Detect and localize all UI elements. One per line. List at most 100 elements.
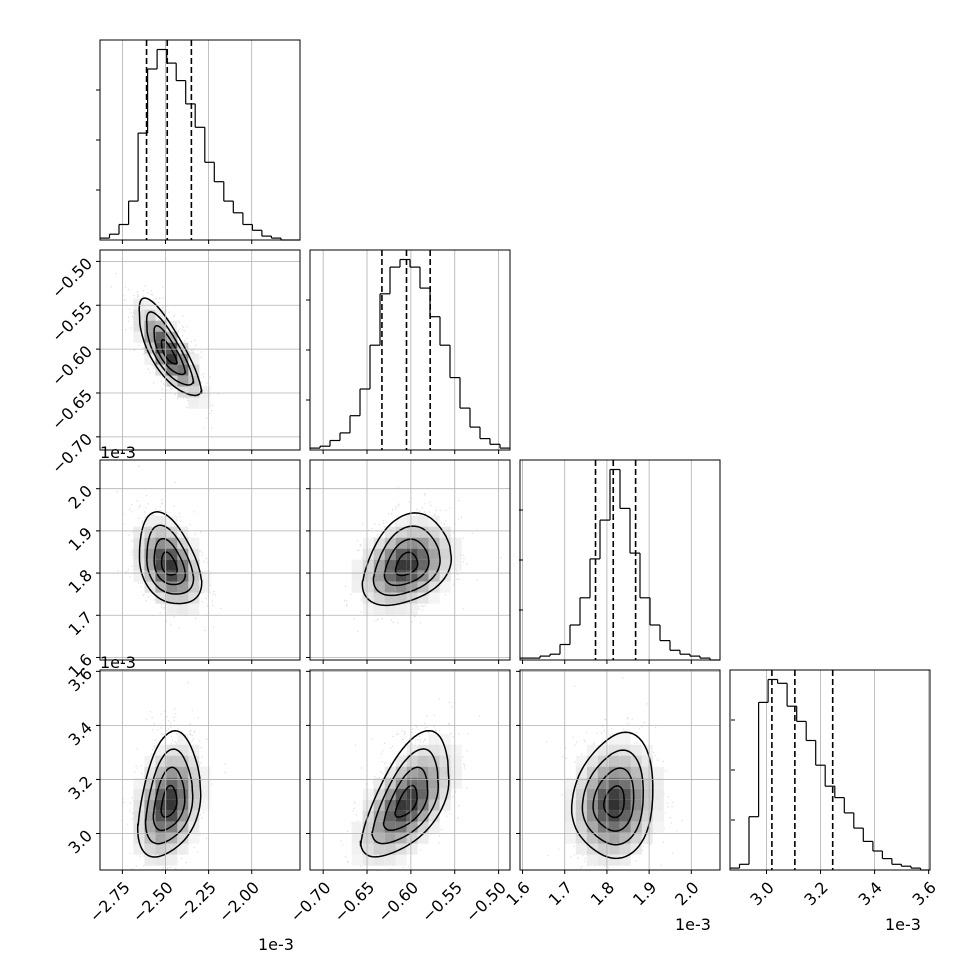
- scatter-panel-4-3-density-cell: [619, 777, 631, 789]
- scatter-panel-2-1-contour-4: [138, 297, 203, 397]
- scatter-panel-4-2-density-cell: [373, 777, 385, 789]
- scatter-panel-3-1-density-cell: [177, 603, 189, 615]
- scatter-panel-4-2-density-cell: [406, 810, 418, 822]
- scatter-panel-4-2-density-cell: [384, 854, 396, 866]
- scatter-panel-3-2-density-cell: [351, 570, 363, 582]
- scatter-panel-4-3-density-cell: [608, 777, 620, 789]
- scatter-panel-3-2-density-cell: [439, 559, 451, 571]
- scatter-panel-3-1-density-cell: [155, 537, 167, 549]
- scatter-panel-4-2-density-cell: [417, 799, 429, 811]
- scatter-panel-3-1-contour-1: [160, 551, 178, 576]
- scatter-panel-4-2-density-cell: [384, 799, 396, 811]
- scatter-panel-2-1-density-cell: [144, 342, 156, 354]
- scatter-panel-3-1-density-cell: [155, 548, 167, 560]
- scatter-panel-3-2-density-cell: [417, 559, 429, 571]
- scatter-panel-2-1-density-cell: [177, 353, 189, 365]
- scatter-panel-4-1-density-cell: [188, 821, 200, 833]
- scatter-panel-4-1-contour-3: [144, 748, 194, 845]
- scatter-panel-3-2-density-cell: [439, 581, 451, 593]
- scatter-panel-4-2-density-cell: [417, 788, 429, 800]
- y-tick-label: −0.65: [48, 386, 96, 434]
- scatter-panel-4-2-density-cell: [351, 843, 363, 855]
- hist-panel-4-frame: [729, 669, 931, 871]
- scatter-panel-4-3-density-cell: [619, 788, 631, 800]
- scatter-panel-4-2-density-cell: [395, 766, 407, 778]
- scatter-panel-4-2-density-cell: [373, 843, 385, 855]
- scatter-panel-4-2-density-cell: [439, 799, 451, 811]
- scatter-panel-3-2-density-cell: [406, 515, 418, 527]
- scatter-panel-2-1-density-cell: [155, 353, 167, 365]
- y-tick-label: −0.50: [48, 254, 96, 302]
- scatter-panel-4-2-density-cell: [362, 788, 374, 800]
- scatter-panel-2-1-density-cell: [144, 298, 156, 310]
- scatter-panel-3-2-density-cell: [450, 548, 462, 560]
- x-tick-label: 3.0: [746, 878, 777, 909]
- scatter-panel-4-3-density-cell: [641, 799, 653, 811]
- scatter-panel-3-1-density-cell: [144, 537, 156, 549]
- scatter-panel-4-2-density-cell: [406, 755, 418, 767]
- scatter-panel-3-1-density-cell: [166, 548, 178, 560]
- scatter-panel-3-1-density-cell: [188, 603, 200, 615]
- y-tick-label: −0.60: [48, 342, 96, 390]
- scatter-panel-3-2-density-cell: [362, 548, 374, 560]
- scatter-panel-4-2-density-cell: [384, 832, 396, 844]
- scatter-panel-4-1-density-cell: [177, 810, 189, 822]
- scatter-panel-4-2-density-cell: [450, 766, 462, 778]
- scatter-panel-4-2-density-cell: [384, 810, 396, 822]
- scatter-panel-4-3-density-cell: [597, 788, 609, 800]
- scatter-panel-4-1-density-cell: [199, 766, 211, 778]
- scatter-panel-4-1-density-cell: [133, 843, 145, 855]
- scatter-panel-4-3-density-cell: [630, 810, 642, 822]
- scatter-panel-3-2-density-cell: [450, 537, 462, 549]
- scatter-panel-4-3-density-cell: [652, 810, 664, 822]
- scatter-panel-4-2-density-cell: [384, 788, 396, 800]
- scatter-panel-3-2-density-cell: [428, 537, 440, 549]
- scatter-panel-4-3-density-cell: [630, 832, 642, 844]
- scatter-panel-4-2-contour-2: [382, 766, 429, 832]
- x-tick-label: 1.9: [629, 878, 660, 909]
- scatter-panel-4-1-density-cell: [188, 777, 200, 789]
- scatter-panel-4-2: [310, 670, 510, 871]
- scatter-panel-4-1-density-cell: [166, 777, 178, 789]
- scatter-panel-4-3-density-cell: [641, 755, 653, 767]
- scatter-panel-4-2-density-cell: [428, 788, 440, 800]
- scatter-panel-4-2-density-cell: [428, 744, 440, 756]
- scatter-panel-2-1-density-cell: [199, 397, 211, 409]
- scatter-panel-3-1-density-cell: [166, 581, 178, 593]
- scatter-panel-3-1: [100, 460, 300, 660]
- scatter-panel-4-1-density-cell: [155, 832, 167, 844]
- scatter-panel-3-1-contour-2: [153, 537, 187, 586]
- scatter-panel-4-1-density-cell: [144, 777, 156, 789]
- scatter-panel-4-3-density-cell: [575, 810, 587, 822]
- scatter-panel-4-1-density-cell: [177, 766, 189, 778]
- scatter-panel-3-2-density-cell: [439, 537, 451, 549]
- scatter-panel-3-1-density-cell: [155, 515, 167, 527]
- scatter-panel-4-1-density-cell: [133, 777, 145, 789]
- scatter-panel-4-1-contour-1: [160, 784, 178, 818]
- scatter-panel-4-3-density-cell: [619, 755, 631, 767]
- scatter-panel-4-3-contour-1: [603, 785, 625, 819]
- scatter-panel-3-2-density-cell: [395, 592, 407, 604]
- scatter-panel-3-2-samples: [343, 487, 502, 632]
- scatter-panel-4-2-density-cell: [406, 799, 418, 811]
- scatter-panel-4-3-density-cell: [564, 821, 576, 833]
- scatter-panel-2-1-contour-2: [153, 325, 187, 376]
- scatter-panel-3-2-density-cell: [428, 559, 440, 571]
- scatter-panel-4-2-contour-4: [359, 729, 450, 858]
- scatter-panel-4-3-density-cell: [652, 788, 664, 800]
- scatter-panel-3-1-density-cell: [188, 581, 200, 593]
- scatter-panel-4-1-density-cell: [133, 799, 145, 811]
- scatter-panel-4-2-density-cell: [439, 733, 451, 745]
- scatter-panel-4-3-density-cell: [597, 766, 609, 778]
- scatter-panel-3-2-density-cell: [406, 537, 418, 549]
- scatter-panel-4-3-density-cell: [608, 799, 620, 811]
- scatter-panel-4-2-contour-1: [394, 784, 418, 818]
- scatter-panel-3-1-density-cell: [133, 537, 145, 549]
- scatter-panel-3-2-density-cell: [373, 548, 385, 560]
- scatter-panel-3-2-density-cell: [417, 581, 429, 593]
- scatter-panel-3-2-frame: [309, 459, 511, 661]
- scatter-panel-3-1-contour-3: [146, 524, 195, 595]
- scatter-panel-4-1-density-cell: [166, 788, 178, 800]
- scatter-panel-4-3-density-cell: [575, 788, 587, 800]
- scatter-panel-3-2-density-cell: [406, 592, 418, 604]
